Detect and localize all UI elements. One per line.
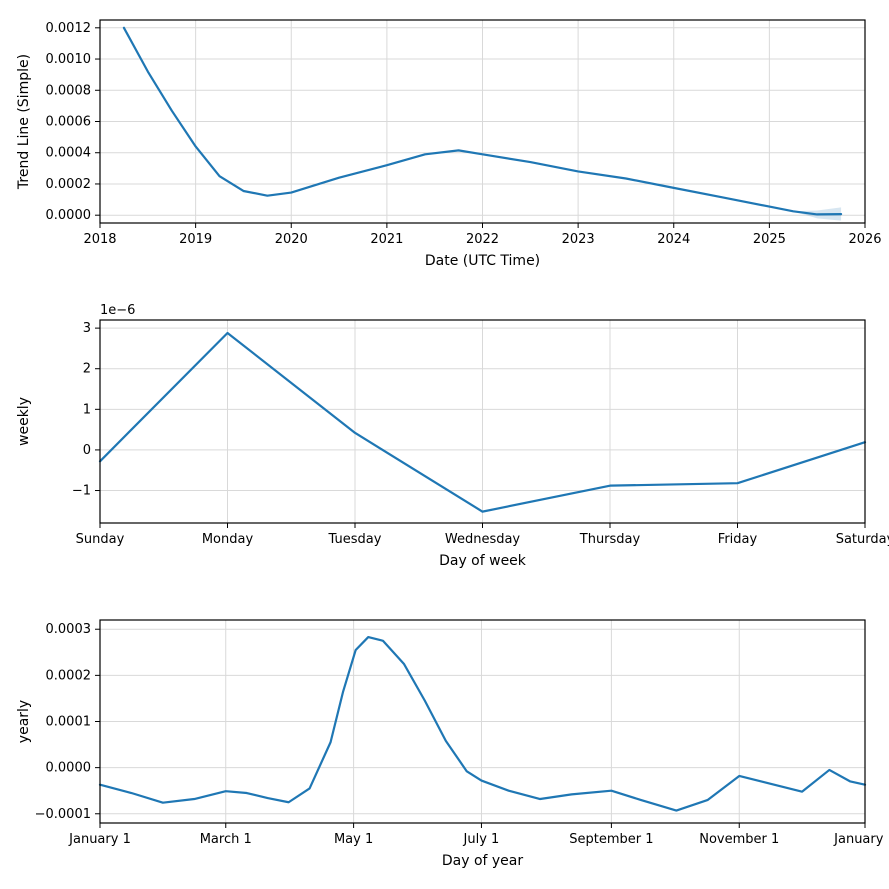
xtick-label: Monday	[202, 532, 254, 547]
figure-container: 2018 2019 2020 2021 2022 2023 2024 2025 2026 0.00…	[0, 0, 889, 889]
ytick-label: 0	[83, 443, 91, 458]
chart-svg: 2018 2019 2020 2021 2022 2023 2024 2025 2026 0.00…	[0, 0, 889, 889]
ytick-label: 2	[83, 362, 91, 377]
y-axis-label: Trend Line (Simple)	[16, 54, 32, 190]
xtick-label: 2018	[83, 232, 116, 247]
xtick-label: 2025	[753, 232, 786, 247]
y-exponent-label: 1e−6	[100, 303, 135, 318]
ytick-label: −0.0001	[35, 807, 91, 822]
xtick-label: Wednesday	[445, 532, 521, 547]
xtick-label: 2022	[466, 232, 499, 247]
ytick-label: 0.0008	[46, 83, 92, 98]
xtick-label: November 1	[699, 832, 779, 847]
ytick-label: 0.0010	[46, 52, 92, 67]
ytick-label: 0.0000	[46, 208, 92, 223]
xtick-label: September 1	[569, 832, 653, 847]
ytick-label: 0.0002	[46, 177, 92, 192]
ytick-label: 3	[83, 321, 91, 336]
ytick-label: 0.0012	[46, 21, 92, 36]
x-axis-label: Date (UTC Time)	[425, 253, 540, 269]
xtick-label: Thursday	[579, 532, 641, 547]
ytick-label: 0.0001	[46, 715, 92, 730]
xtick-label: Saturday	[836, 532, 889, 547]
ytick-label: 1	[83, 402, 91, 417]
xtick-label: March 1	[200, 832, 252, 847]
ytick-label: −1	[72, 484, 91, 499]
xtick-label: 2023	[562, 232, 595, 247]
xtick-label: 2019	[179, 232, 212, 247]
xtick-label: July 1	[463, 832, 500, 847]
ytick-label: 0.0006	[46, 115, 92, 130]
ytick-label: 0.0003	[46, 622, 92, 637]
ytick-label: 0.0004	[46, 146, 92, 161]
xtick-label: Sunday	[76, 532, 125, 547]
x-axis-label: Day of year	[442, 853, 524, 869]
y-axis-label: yearly	[16, 700, 32, 743]
y-axis-label: weekly	[16, 397, 32, 446]
ytick-label: 0.0002	[46, 668, 92, 683]
xtick-label: January 1	[833, 832, 889, 847]
xtick-label: Tuesday	[328, 532, 382, 547]
xtick-label: 2020	[275, 232, 308, 247]
x-axis-label: Day of week	[439, 553, 527, 569]
xtick-label: January 1	[68, 832, 131, 847]
xtick-label: Friday	[718, 532, 758, 547]
xtick-label: May 1	[334, 832, 373, 847]
ytick-label: 0.0000	[46, 761, 92, 776]
xtick-label: 2024	[657, 232, 690, 247]
xtick-label: 2026	[848, 232, 881, 247]
xtick-label: 2021	[370, 232, 403, 247]
